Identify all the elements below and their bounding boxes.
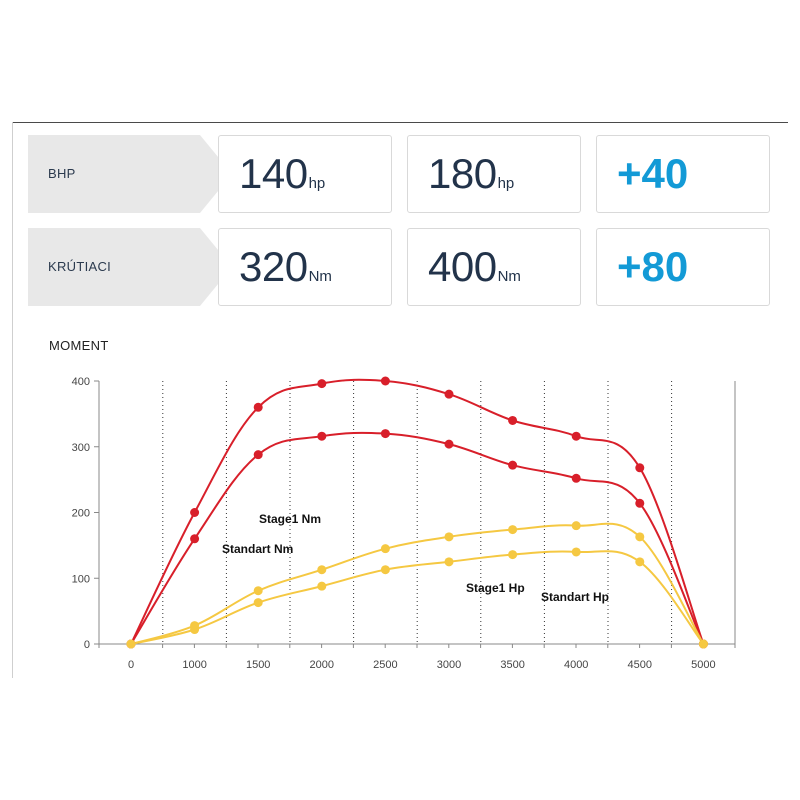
x-tick-label: 1000 [182, 659, 206, 671]
torque-stock-value-wrap: 320Nm [239, 245, 332, 299]
data-point [380, 376, 390, 386]
y-tick-label: 200 [72, 508, 90, 520]
bhp-tuned-value: 180 [428, 150, 497, 197]
data-point [380, 429, 390, 439]
data-point [253, 598, 263, 608]
torque-tuned-value-wrap: 400Nm [428, 245, 521, 299]
data-point [571, 547, 581, 557]
torque-label: KRÚTIACI [48, 259, 112, 274]
series-label: Standart Nm [222, 542, 293, 556]
bhp-stock-value: 140 [239, 150, 308, 197]
series-line [130, 378, 705, 645]
y-tick-label: 400 [72, 376, 90, 388]
torque-tuned-unit: Nm [497, 268, 521, 285]
data-point [317, 565, 327, 575]
data-point [444, 532, 454, 542]
series-line [130, 550, 705, 645]
torque-row: KRÚTIACI 320Nm 400Nm +80 [28, 228, 772, 306]
data-point [508, 415, 518, 425]
bhp-tuned-card: 180hp [407, 135, 581, 213]
bhp-tuned-unit: hp [497, 175, 515, 192]
data-point [190, 625, 200, 635]
bhp-stock-value-wrap: 140hp [239, 152, 325, 206]
bhp-label: BHP [48, 166, 76, 181]
data-point [317, 379, 327, 389]
data-point [253, 586, 263, 596]
torque-gain-value: +80 [617, 243, 689, 290]
bhp-label-box: BHP [28, 135, 200, 213]
torque-label-box: KRÚTIACI [28, 228, 200, 306]
torque-tuned-value: 400 [428, 243, 497, 290]
x-tick-label: 4000 [564, 659, 588, 671]
series-label: Stage1 Nm [259, 512, 321, 526]
x-tick-label: 2500 [373, 659, 397, 671]
data-point [190, 534, 200, 544]
bhp-stock-card: 140hp [218, 135, 392, 213]
x-tick-label: 5000 [691, 659, 715, 671]
data-point [571, 473, 581, 483]
top-divider [12, 122, 788, 123]
data-point [635, 463, 645, 473]
bhp-gain-value: +40 [617, 150, 689, 197]
data-point [635, 498, 645, 508]
data-point [508, 550, 518, 560]
series-line [130, 431, 705, 645]
series-label: Stage1 Hp [466, 581, 525, 595]
bhp-gain-card: +40 [596, 135, 770, 213]
data-point [444, 439, 454, 449]
y-tick-label: 0 [84, 639, 90, 651]
torque-tuned-card: 400Nm [407, 228, 581, 306]
x-tick-label: 1500 [246, 659, 270, 671]
y-tick-label: 100 [72, 573, 90, 585]
torque-stock-card: 320Nm [218, 228, 392, 306]
x-tick-label: 0 [128, 659, 134, 671]
torque-gain-card: +80 [596, 228, 770, 306]
data-point [508, 460, 518, 470]
series-label: Standart Hp [541, 590, 609, 604]
x-tick-label: 2000 [310, 659, 334, 671]
data-point [635, 532, 645, 542]
data-point [508, 525, 518, 535]
y-tick-label: 300 [72, 442, 90, 454]
bhp-tuned-value-wrap: 180hp [428, 152, 514, 206]
data-point [317, 581, 327, 591]
data-point [698, 639, 708, 649]
bhp-stock-unit: hp [308, 175, 326, 192]
data-point [317, 431, 327, 441]
chart-title: MOMENT [49, 338, 109, 353]
bhp-row: BHP 140hp 180hp +40 [28, 135, 772, 213]
left-border [12, 122, 13, 678]
data-point [126, 639, 136, 649]
data-point [380, 565, 390, 575]
torque-stock-value: 320 [239, 243, 308, 290]
x-tick-label: 3500 [500, 659, 524, 671]
torque-stock-unit: Nm [308, 268, 332, 285]
x-tick-label: 3000 [437, 659, 461, 671]
data-point [253, 450, 263, 460]
data-point [253, 402, 263, 412]
series-line [130, 522, 705, 645]
data-point [444, 557, 454, 567]
data-point [635, 557, 645, 567]
data-point [380, 544, 390, 554]
x-tick-label: 4500 [628, 659, 652, 671]
data-point [571, 431, 581, 441]
data-point [444, 389, 454, 399]
data-point [190, 508, 200, 517]
data-point [571, 521, 581, 531]
